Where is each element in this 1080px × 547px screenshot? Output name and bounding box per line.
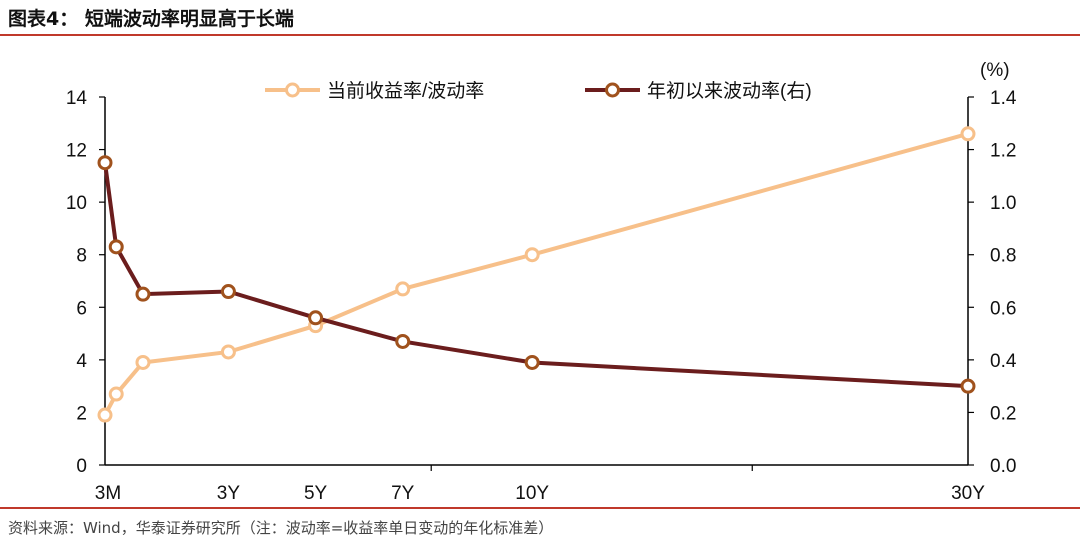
series-2-point: [395, 333, 411, 349]
x-tick-label: 10Y: [515, 483, 549, 504]
chart-axes: 0 2 4 6 8 10 12 14 0.0 0.2 0.4 0.6 0.8 1.0 1.2 1.4 (%) 3M…: [66, 60, 1017, 504]
chart-lines: [97, 126, 976, 423]
series-1-point: [220, 344, 236, 360]
legend-label-1: 当前收益率/波动率: [327, 80, 484, 102]
series-1-point: [108, 386, 124, 402]
series-1-point: [135, 354, 151, 370]
y-right-tick-label: 0.6: [990, 298, 1016, 319]
y-right-tick-label: 1.2: [990, 141, 1016, 162]
y-right-tick-label: 0.2: [990, 403, 1016, 424]
x-tick-label: 5Y: [304, 483, 328, 504]
series-1-point: [97, 407, 113, 423]
top-rule: [0, 34, 1080, 36]
series-1-point: [524, 247, 540, 263]
y-right-tick-label: 1.4: [990, 88, 1017, 109]
source-note: 资料来源：Wind，华泰证券研究所（注：波动率=收益率单日变动的年化标准差）: [8, 519, 554, 537]
series-2-point: [108, 239, 124, 255]
y-left-tick-label: 14: [66, 88, 88, 109]
series-1-point: [395, 281, 411, 297]
y-left-tick-label: 10: [66, 193, 87, 214]
x-tick-label: 7Y: [391, 483, 415, 504]
series-line-2: [103, 162, 969, 389]
series-line-1: [103, 131, 969, 416]
y-right-tick-label: 0.0: [990, 456, 1016, 477]
series-2-point: [308, 310, 324, 326]
bottom-rule: [0, 507, 1080, 509]
y-left-tick-label: 2: [76, 403, 87, 424]
legend-marker-2: [605, 82, 620, 98]
figure-title: 图表4： 短端波动率明显高于长端: [8, 8, 294, 30]
legend-marker-1: [285, 82, 300, 98]
x-tick-label: 30Y: [951, 483, 985, 504]
y-right-tick-label: 1.0: [990, 193, 1016, 214]
x-tick-label: 3Y: [217, 483, 241, 504]
y-right-tick-label: 0.4: [990, 351, 1017, 372]
series-2-point: [524, 354, 540, 370]
series-1-point: [960, 126, 976, 142]
y-right-unit: (%): [980, 60, 1010, 81]
y-left-tick-label: 4: [76, 351, 87, 372]
x-tick-label: 3M: [95, 483, 121, 504]
y-left-tick-label: 6: [76, 298, 87, 319]
series-2-point: [135, 286, 151, 302]
y-left-tick-label: 12: [66, 141, 87, 162]
y-right-tick-label: 0.8: [990, 246, 1016, 267]
series-2-point: [220, 284, 236, 300]
y-left-tick-label: 8: [76, 246, 87, 267]
chart-legend: 当前收益率/波动率 年初以来波动率(右): [265, 80, 812, 102]
series-2-point: [97, 155, 113, 171]
series-2-point: [960, 378, 976, 394]
legend-label-2: 年初以来波动率(右): [647, 80, 812, 102]
y-left-tick-label: 0: [76, 456, 87, 477]
